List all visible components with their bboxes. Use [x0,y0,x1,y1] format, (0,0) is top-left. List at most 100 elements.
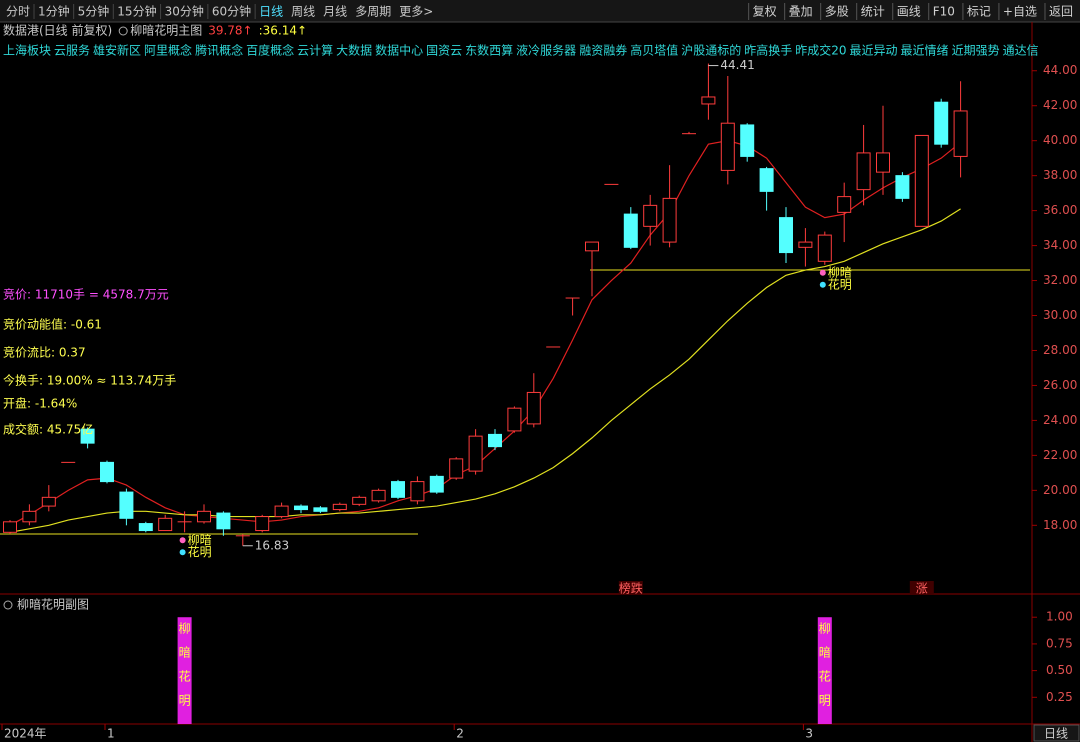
low-label: 16.83 [255,538,289,552]
period-tab[interactable]: 60分钟 [212,4,251,19]
concept-tag[interactable]: 腾讯概念 [195,43,243,58]
concept-tag[interactable]: 数据中心 [375,43,423,58]
concept-tag[interactable]: 昨成交20 [795,43,846,58]
concept-tag[interactable]: 近期强势 [952,44,1000,58]
candle-body [119,491,134,519]
period-tab[interactable]: 1分钟 [38,4,70,19]
period-tab[interactable]: 5分钟 [78,4,110,19]
tool-button[interactable]: 多股 [825,5,849,19]
y-tick-label: 24.00 [1043,413,1077,427]
concept-tag[interactable]: 雄安新区 [93,43,141,58]
tool-button[interactable]: 复权 [753,5,777,19]
info-line: 开盘: -1.64% [3,396,77,411]
concept-tag[interactable]: 沪股通标的 [681,43,741,58]
y-tick-label: 34.00 [1043,238,1077,252]
signal-icon [179,537,186,544]
tool-button[interactable]: 返回 [1049,5,1073,19]
signal-icon [819,269,826,276]
candle-body [313,507,328,512]
signal-bar [177,617,192,724]
y-tick-label: 26.00 [1043,378,1077,392]
sub-chart-title: 柳暗花明副图 [17,597,89,612]
period-tab[interactable]: 更多> [399,5,433,19]
period-tab[interactable]: 多周期 [355,5,391,19]
concept-tag[interactable]: 最近情绪 [901,44,949,58]
tool-button[interactable]: 画线 [897,5,921,19]
y-tick-label: 44.00 [1043,63,1077,77]
header-value2: :36.14↑ [259,24,307,38]
tool-button[interactable]: F10 [933,5,955,19]
concept-tag[interactable]: 云计算 [297,43,333,58]
period-tab[interactable]: 30分钟 [165,4,204,19]
candle-body [740,124,755,157]
y-tick-label: 0.75 [1046,636,1073,650]
x-tick-label: 1 [107,727,115,741]
x-tick-label: 2 [456,727,464,741]
tag-bg [909,581,934,595]
concept-tag[interactable]: 国资云 [426,44,462,58]
concept-tag[interactable]: 百度概念 [246,43,294,58]
candle-body [429,475,444,493]
concept-tag[interactable]: 通达信 [1003,44,1039,58]
period-tab[interactable]: 15分钟 [117,4,156,19]
candle-body [3,521,17,533]
period-tab[interactable]: 日线 [259,5,283,19]
moving-average [9,208,961,533]
info-line: 今换手: 19.00% ≈ 113.74万手 [3,373,176,388]
moving-average [9,140,961,526]
signal-char: 明 [179,694,191,708]
candle-body [274,505,289,518]
x-tick-label: 3 [805,727,813,741]
candle-body [332,503,347,511]
high-label: 44.41 [720,58,754,72]
candle-body [449,458,464,479]
header-value1: 39.78↑ [208,24,252,38]
tool-button[interactable]: 叠加 [789,5,813,19]
signal-char: 暗 [179,645,191,660]
signal-icon [819,281,826,288]
candle-body [798,241,813,248]
bottom-period[interactable]: 日线 [1044,727,1068,741]
y-tick-label: 36.00 [1043,203,1077,217]
tool-button[interactable]: 统计 [861,5,885,19]
candle-body [914,134,929,227]
concept-tag[interactable]: 东数西算 [465,43,513,58]
candle-body [526,391,541,425]
candle-body [468,435,483,472]
concept-tag[interactable]: 云服务 [54,43,90,58]
y-tick-label: 20.00 [1043,483,1077,497]
candle-body [294,505,308,511]
indicator-icon[interactable] [118,26,128,36]
period-tab[interactable]: 分时 [6,5,30,19]
signal-char: 暗 [819,645,831,660]
period-tab[interactable]: 月线 [323,5,347,19]
concept-tag[interactable]: 阿里概念 [144,43,192,58]
concept-tag[interactable]: 上海板块 [3,43,51,58]
concept-tag[interactable]: 液冷服务器 [516,43,576,58]
period-tab[interactable]: 周线 [291,5,315,19]
tool-button[interactable]: +自选 [1003,5,1037,19]
y-tick-label: 0.50 [1046,663,1073,677]
candle-body [41,496,56,507]
candle-body [507,407,522,432]
concept-tag[interactable]: 高贝塔值 [630,43,678,58]
signal-char: 花 [819,669,831,684]
concept-tag[interactable]: 最近异动 [850,44,898,58]
candle-body [623,213,638,248]
candle-body [837,196,852,213]
concept-tag[interactable]: 融资融券 [579,43,627,58]
candle-body [391,481,405,498]
candle-body [701,96,716,105]
concept-tag[interactable]: 昨高换手 [744,43,792,58]
concept-tag[interactable]: 大数据 [336,43,372,58]
candle-body [953,110,968,157]
candle-body [876,152,890,173]
signal-char: 花 [179,669,191,684]
y-tick-label: 40.00 [1043,133,1077,147]
info-line: 竞价动能值: -0.61 [3,317,102,332]
panel-icon[interactable] [3,600,13,610]
period-box[interactable] [1033,724,1080,742]
candle-body [779,217,793,254]
candle-body [80,428,95,444]
tool-button[interactable]: 标记 [967,5,991,19]
